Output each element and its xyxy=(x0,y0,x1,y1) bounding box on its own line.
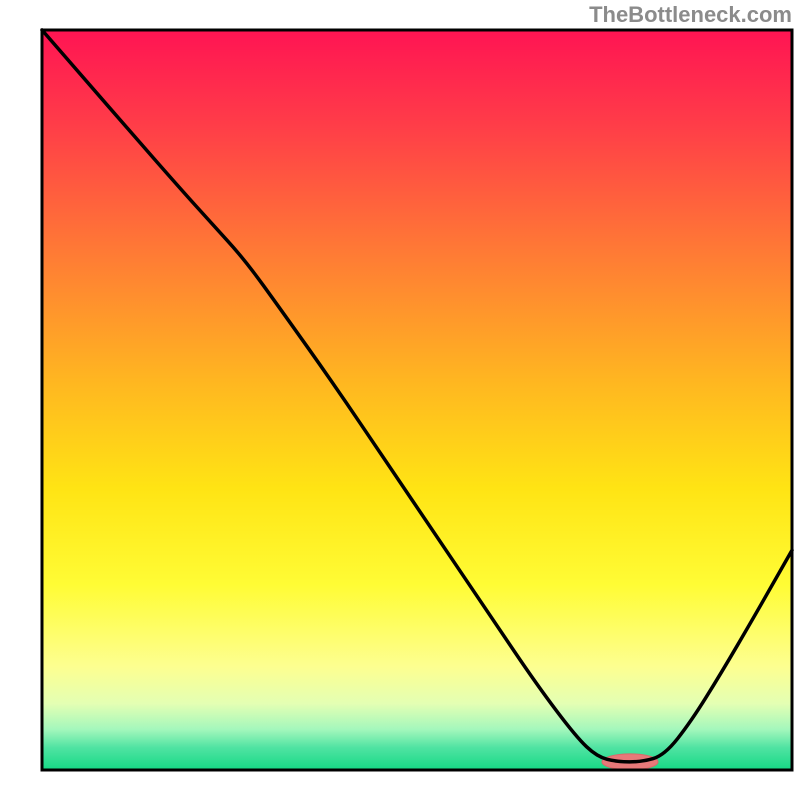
bottleneck-chart: TheBottleneck.com xyxy=(0,0,800,800)
chart-svg xyxy=(0,0,800,800)
watermark-label: TheBottleneck.com xyxy=(589,2,792,28)
plot-background xyxy=(42,30,792,770)
